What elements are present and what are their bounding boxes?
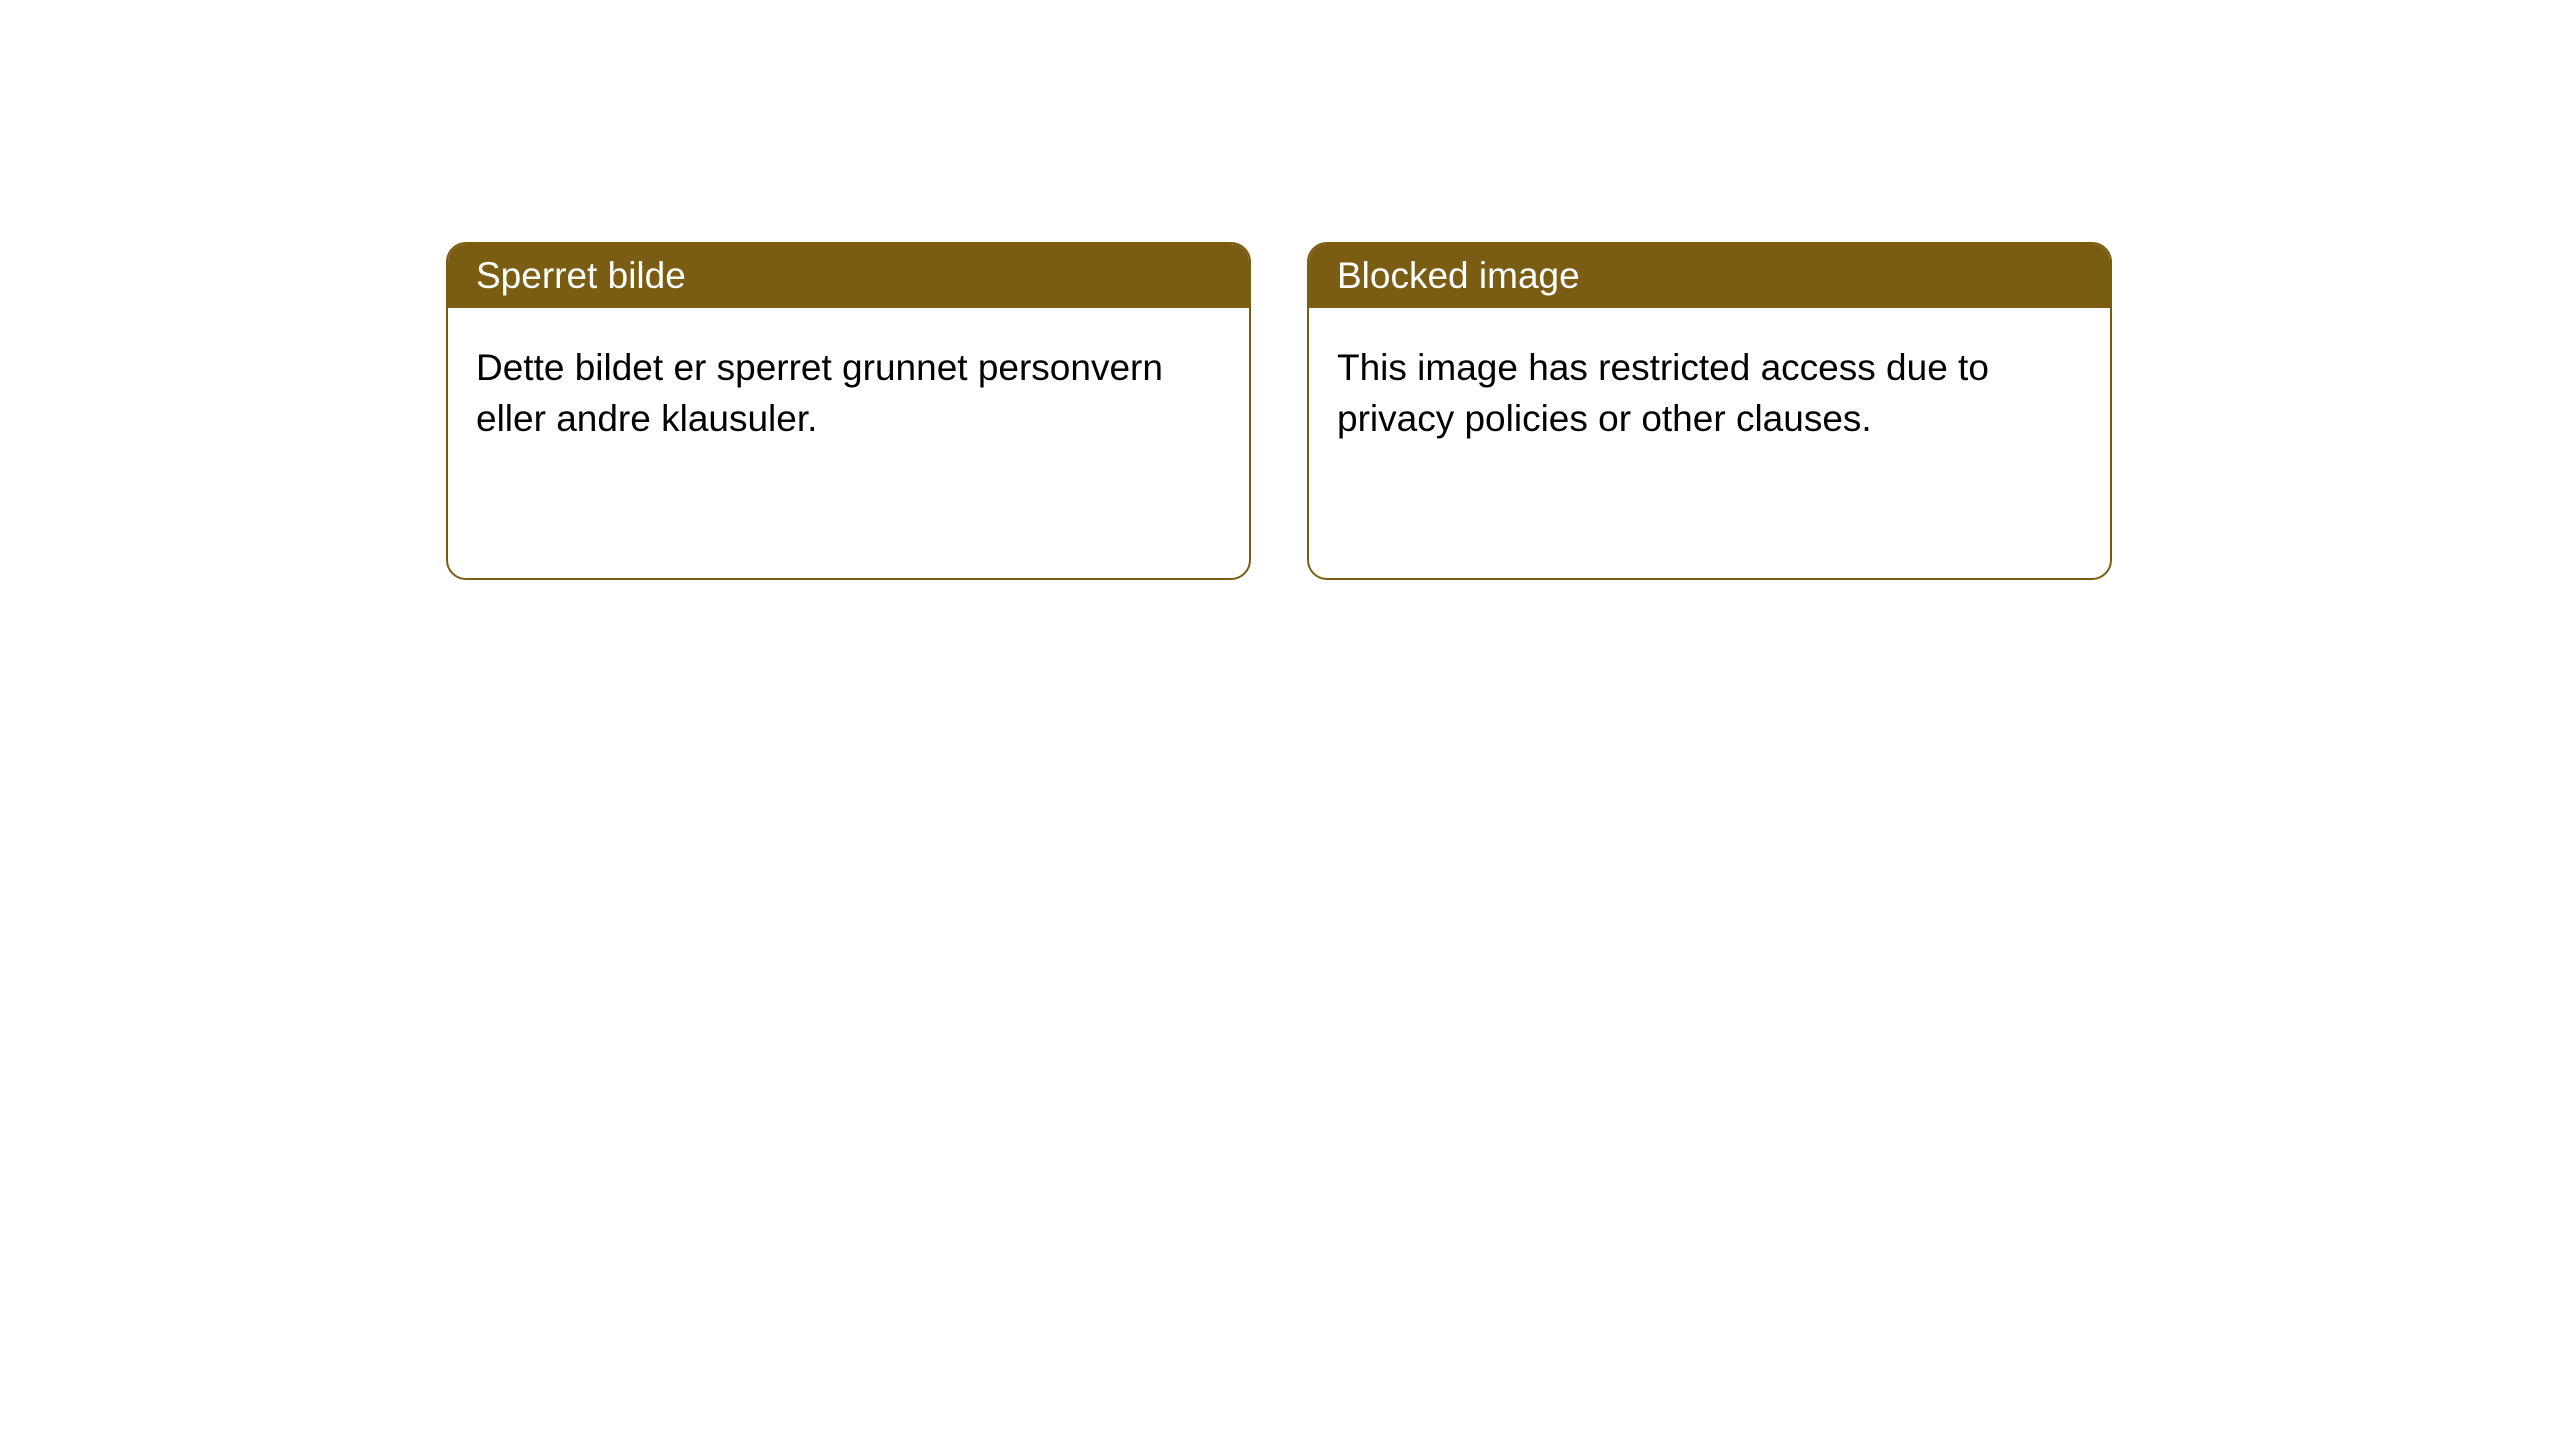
notice-body: Dette bildet er sperret grunnet personve… [448, 308, 1249, 478]
notice-card-norwegian: Sperret bilde Dette bildet er sperret gr… [446, 242, 1251, 580]
notice-container: Sperret bilde Dette bildet er sperret gr… [0, 0, 2560, 580]
notice-body: This image has restricted access due to … [1309, 308, 2110, 478]
notice-header: Sperret bilde [448, 244, 1249, 308]
notice-header: Blocked image [1309, 244, 2110, 308]
notice-card-english: Blocked image This image has restricted … [1307, 242, 2112, 580]
